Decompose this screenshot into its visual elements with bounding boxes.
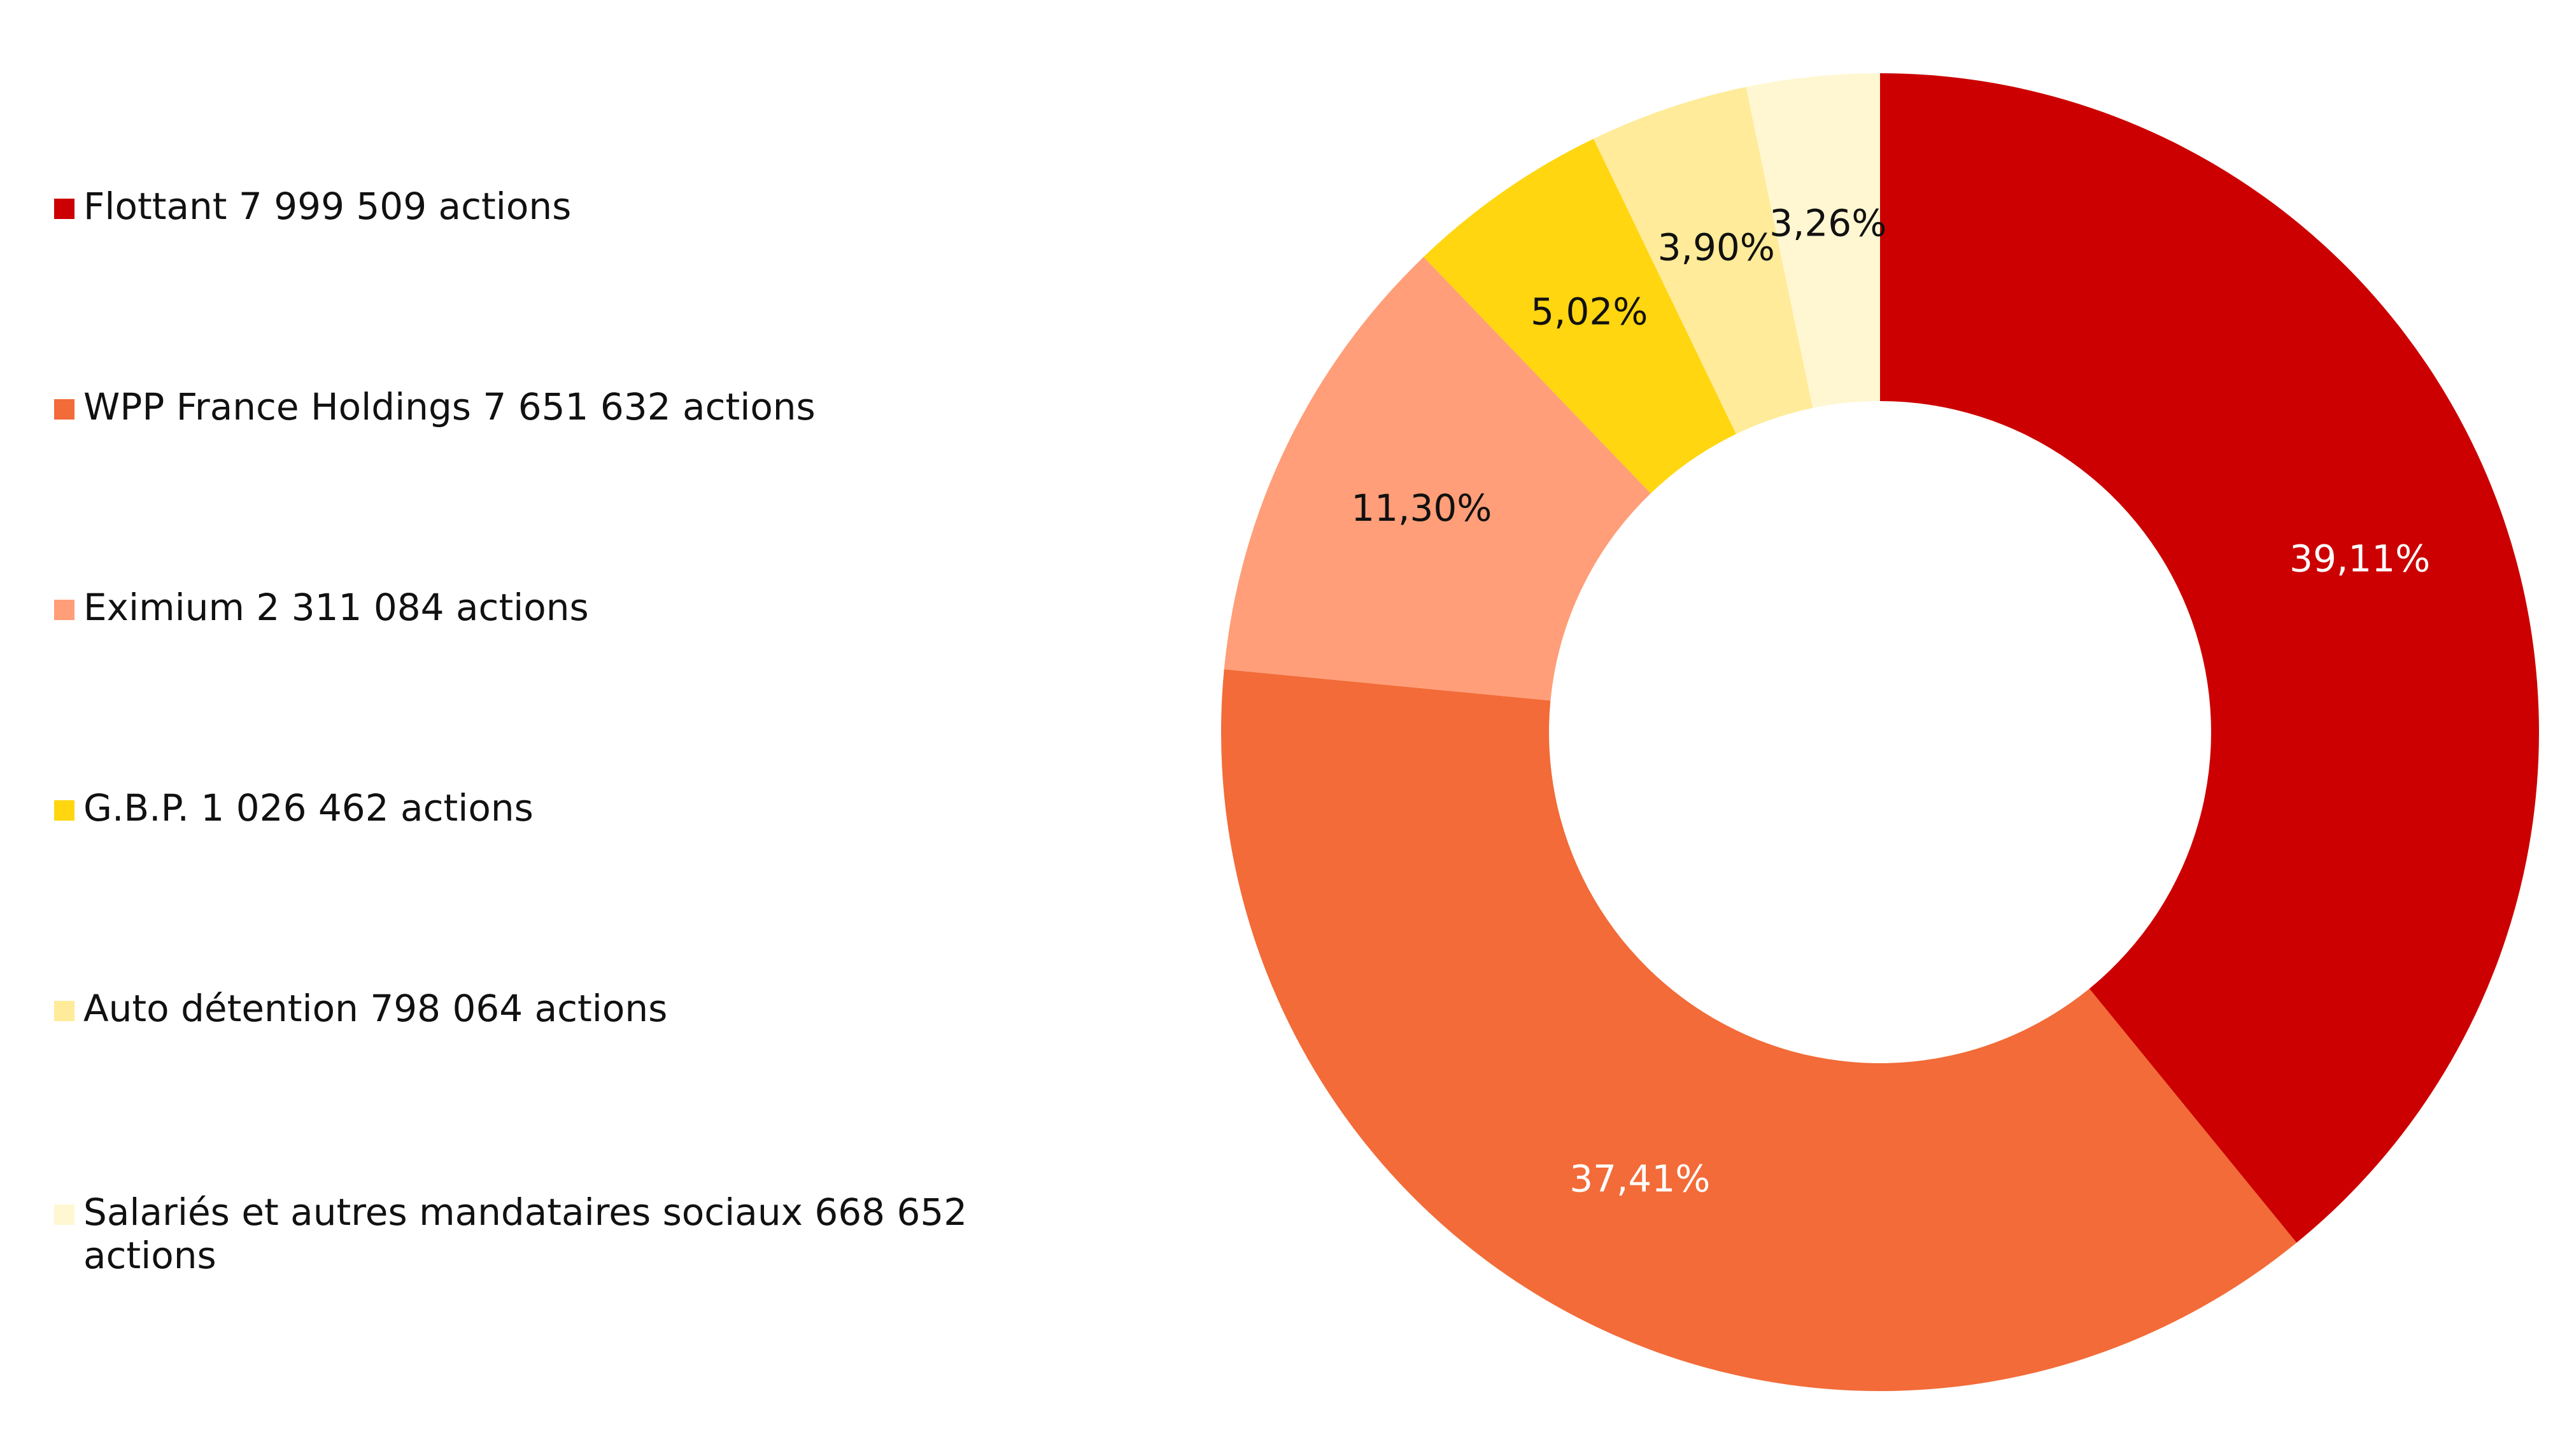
slice-label-gbp: 5,02% [1531,290,1648,333]
donut-slice-labels: 39,11% 37,41% 11,30% 5,02%3,90%3,26% [1351,201,2430,1200]
legend-item-salaries: Salariés et autres mandataires sociaux 6… [54,1191,1136,1277]
legend-item-auto-detention: Auto détention 798 064 actions [54,987,1136,1030]
slice-eximium [1224,257,1651,701]
legend-swatch-eximium [54,600,74,620]
legend-label-gbp: G.B.P. 1 026 462 actions [83,786,534,830]
slice-wpp [1221,669,2297,1391]
slice-salaries [1746,73,1880,408]
legend-item-eximium: Eximium 2 311 084 actions [54,586,1136,629]
legend-swatch-flottant [54,199,74,219]
legend-item-flottant: Flottant 7 999 509 actions [54,185,1136,228]
legend-swatch-salaries [54,1205,74,1225]
legend-item-gbp: G.B.P. 1 026 462 actions [54,786,1136,830]
slice-flottant [1880,73,2539,1243]
donut-slices [1221,73,2539,1391]
slice-label-flottant: 39,11% [2289,537,2430,581]
slice-auto-detention [1593,87,1813,434]
legend-label-eximium: Eximium 2 311 084 actions [83,586,589,629]
legend-label-auto-detention: Auto détention 798 064 actions [83,987,668,1030]
legend-swatch-gbp [54,800,74,821]
slice-label-wpp: 37,41% [1569,1157,1710,1201]
chart-legend: Flottant 7 999 509 actions WPP France Ho… [54,0,1136,1456]
legend-item-wpp: WPP France Holdings 7 651 632 actions [54,385,1136,428]
slice-label-auto-detention: 3,90% [1658,226,1775,269]
legend-swatch-wpp [54,399,74,420]
slice-label-salaries: 3,26% [1769,201,1886,244]
legend-swatch-auto-detention [54,1001,74,1021]
legend-label-flottant: Flottant 7 999 509 actions [83,185,572,228]
legend-label-wpp: WPP France Holdings 7 651 632 actions [83,385,816,428]
legend-label-salaries: Salariés et autres mandataires sociaux 6… [83,1191,968,1277]
slice-label-eximium: 11,30% [1351,486,1492,530]
slice-gbp [1424,138,1736,493]
